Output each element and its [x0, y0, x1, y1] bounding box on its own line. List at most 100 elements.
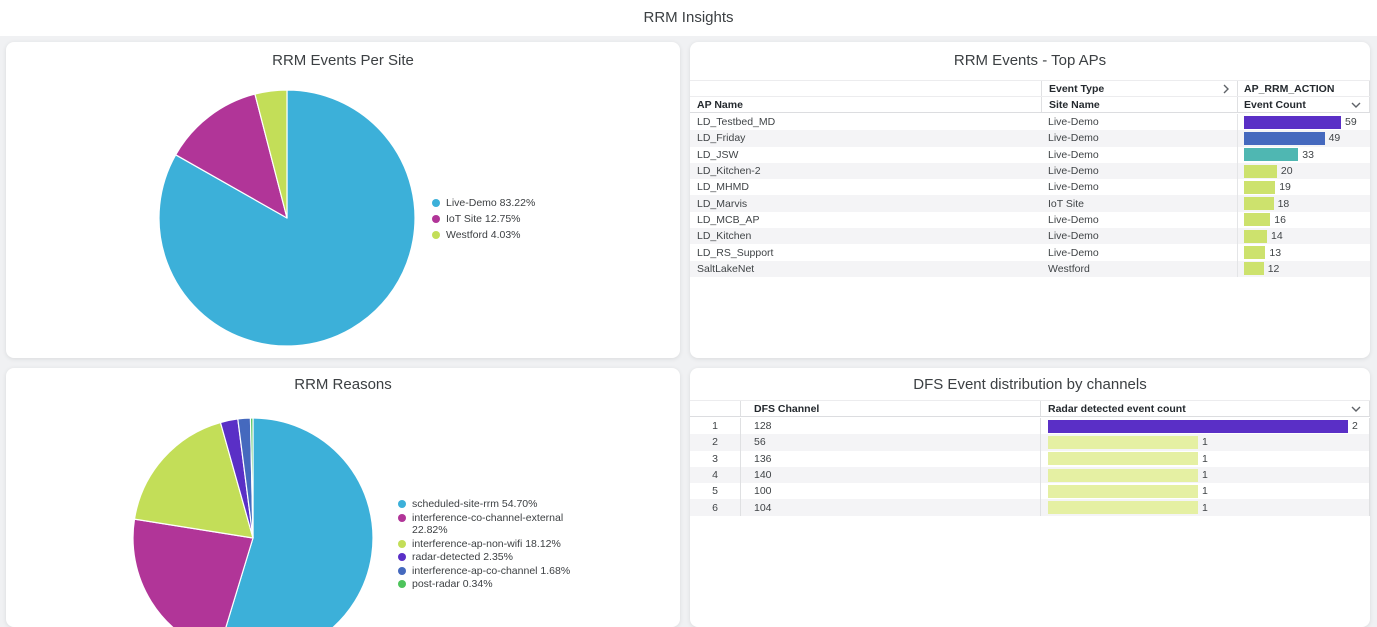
column-header-radar-count[interactable]: Radar detected event count	[1040, 401, 1370, 416]
pie-slice-IoT Site[interactable]	[175, 93, 288, 219]
legend-label: scheduled-site-rrm 54.70%	[412, 498, 538, 510]
table-row[interactable]: 1 128 2	[690, 418, 1370, 435]
legend-dot-icon	[432, 231, 440, 239]
chevron-down-icon[interactable]	[1351, 102, 1361, 108]
chevron-down-icon[interactable]	[1351, 406, 1361, 412]
legend-item-Westford[interactable]: Westford 4.03%	[432, 228, 535, 242]
ap-name-cell: LD_Friday	[697, 132, 746, 145]
event-count-bar-wrap: 33	[1244, 147, 1314, 163]
event-count-bar-wrap: 49	[1244, 130, 1340, 146]
site-name-cell: Live-Demo	[1048, 246, 1099, 259]
ap-name-cell: LD_Kitchen-2	[697, 165, 761, 178]
table-row[interactable]: LD_Friday Live-Demo 49	[690, 130, 1370, 147]
event-count-bar	[1244, 131, 1325, 145]
event-count-value: 20	[1280, 165, 1293, 178]
pie-slice-interference-ap-non-wifi[interactable]	[133, 421, 254, 539]
ap-name-cell: LD_JSW	[697, 148, 739, 161]
legend-item-radar-detected[interactable]: radar-detected 2.35%	[398, 551, 584, 564]
event-count-bar-wrap: 16	[1244, 212, 1286, 228]
event-count-bar	[1244, 262, 1264, 276]
column-header-event-count[interactable]: Event Count	[1237, 97, 1370, 112]
event-count-value: 12	[1267, 262, 1280, 275]
chevron-right-icon[interactable]	[1223, 84, 1229, 94]
legend-item-IoT Site[interactable]: IoT Site 12.75%	[432, 212, 535, 226]
pie-legend: scheduled-site-rrm 54.70% interference-co…	[398, 498, 584, 592]
rrm-events-per-site-pie-chart[interactable]	[157, 88, 417, 348]
event-count-bar-wrap: 19	[1244, 179, 1291, 195]
radar-count-bar-wrap: 1	[1048, 434, 1208, 450]
table-row[interactable]: LD_Kitchen Live-Demo 14	[690, 228, 1370, 245]
table-row[interactable]: 3 136 1	[690, 450, 1370, 467]
pie-slice-scheduled-site-rrm[interactable]	[218, 417, 374, 627]
panel-title: RRM Events Per Site	[272, 52, 414, 69]
table-row[interactable]: LD_Marvis IoT Site 18	[690, 195, 1370, 212]
table-row[interactable]: 5 100 1	[690, 483, 1370, 500]
table-row[interactable]: LD_MCB_AP Live-Demo 16	[690, 211, 1370, 229]
row-number-header	[690, 401, 740, 416]
dfs-channel-cell: 136	[740, 450, 1040, 467]
column-header-dfs-channel[interactable]: DFS Channel	[740, 401, 1040, 416]
filter-spacer	[690, 81, 1041, 96]
legend-item-scheduled-site-rrm[interactable]: scheduled-site-rrm 54.70%	[398, 498, 584, 511]
event-count-bar-wrap: 20	[1244, 163, 1293, 179]
legend-label: Live-Demo 83.22%	[446, 197, 536, 209]
event-count-value: 13	[1269, 246, 1282, 259]
top-aps-table-body: LD_Testbed_MD Live-Demo 59 LD_Friday Live-De…	[690, 114, 1370, 277]
legend-label: interference-ap-non-wifi 18.12%	[412, 537, 561, 550]
table-row[interactable]: 2 56 1	[690, 434, 1370, 451]
pie-slice-post-radar[interactable]	[249, 417, 254, 539]
legend-item-interference-ap-non-wifi[interactable]: interference-ap-non-wifi 18.12%	[398, 538, 584, 551]
event-count-bar-wrap: 18	[1244, 195, 1289, 211]
radar-count-cell: 1	[1040, 434, 1370, 451]
ap-name-cell: LD_RS_Support	[697, 246, 774, 259]
column-header-ap-name[interactable]: AP Name	[697, 98, 743, 111]
panel-rrm-events-per-site: RRM Events Per Site Live-Demo 83.22% IoT …	[6, 42, 680, 358]
ap-name-cell: LD_Kitchen	[697, 230, 752, 243]
event-type-filter[interactable]: Event Type	[1041, 81, 1237, 96]
dfs-table-body: 1 128 2 2 56 1 3 136 1 4 140 1 5 100 1 6 104 1	[690, 418, 1370, 516]
table-row[interactable]: LD_MHMD Live-Demo 19	[690, 179, 1370, 196]
table-row[interactable]: LD_Kitchen-2 Live-Demo 20	[690, 162, 1370, 180]
legend-dot-icon	[398, 580, 406, 588]
radar-count-value: 1	[1202, 452, 1208, 465]
table-row[interactable]: LD_RS_Support Live-Demo 13	[690, 244, 1370, 261]
legend-label: post-radar 0.34%	[412, 578, 493, 590]
event-type-value[interactable]: AP_RRM_ACTION	[1237, 81, 1370, 96]
event-count-cell: 20	[1237, 162, 1370, 180]
legend-label: IoT Site 12.75%	[446, 213, 521, 225]
pie-legend: Live-Demo 83.22% IoT Site 12.75% Westford …	[432, 196, 535, 244]
legend-item-interference-ap-co-channel[interactable]: interference-ap-co-channel 1.68%	[398, 565, 584, 578]
event-count-bar	[1244, 148, 1299, 162]
row-number-cell: 6	[712, 501, 718, 514]
legend-item-interference-co-channel-external[interactable]: interference-co-channel-external 22.82%	[398, 512, 584, 537]
table-row[interactable]: SaltLakeNet Westford 12	[690, 260, 1370, 277]
site-name-cell: Live-Demo	[1048, 116, 1099, 129]
event-count-value: 49	[1328, 132, 1341, 145]
dfs-channel-cell: 128	[740, 418, 1040, 435]
table-row[interactable]: 6 104 1	[690, 499, 1370, 516]
legend-dot-icon	[398, 539, 406, 548]
pie-slice-Westford[interactable]	[254, 89, 288, 219]
panel-rrm-reasons: RRM Reasons scheduled-site-rrm 54.70% int…	[6, 368, 680, 627]
radar-count-value: 1	[1202, 469, 1208, 482]
event-count-bar	[1244, 115, 1341, 129]
table-row[interactable]: LD_Testbed_MD Live-Demo 59	[690, 114, 1370, 131]
pie-slice-interference-co-channel-external[interactable]	[132, 518, 254, 627]
legend-dot-icon	[432, 215, 440, 223]
rrm-reasons-pie-chart[interactable]	[131, 416, 375, 627]
event-count-value: 19	[1279, 181, 1291, 194]
table-row[interactable]: 4 140 1	[690, 466, 1370, 484]
column-header-site-name[interactable]: Site Name	[1041, 97, 1237, 112]
radar-count-cell: 1	[1040, 483, 1370, 500]
legend-dot-icon	[432, 199, 440, 207]
legend-item-post-radar[interactable]: post-radar 0.34%	[398, 578, 584, 591]
row-number-cell: 1	[712, 420, 718, 433]
ap-name-cell: LD_Marvis	[697, 197, 748, 210]
site-name-cell: Live-Demo	[1048, 132, 1099, 145]
event-count-cell: 16	[1237, 211, 1370, 229]
legend-dot-icon	[398, 566, 406, 575]
legend-item-Live-Demo[interactable]: Live-Demo 83.22%	[432, 196, 535, 210]
row-number-cell: 3	[712, 452, 718, 465]
pie-slice-Live-Demo[interactable]	[158, 89, 416, 347]
table-row[interactable]: LD_JSW Live-Demo 33	[690, 146, 1370, 163]
